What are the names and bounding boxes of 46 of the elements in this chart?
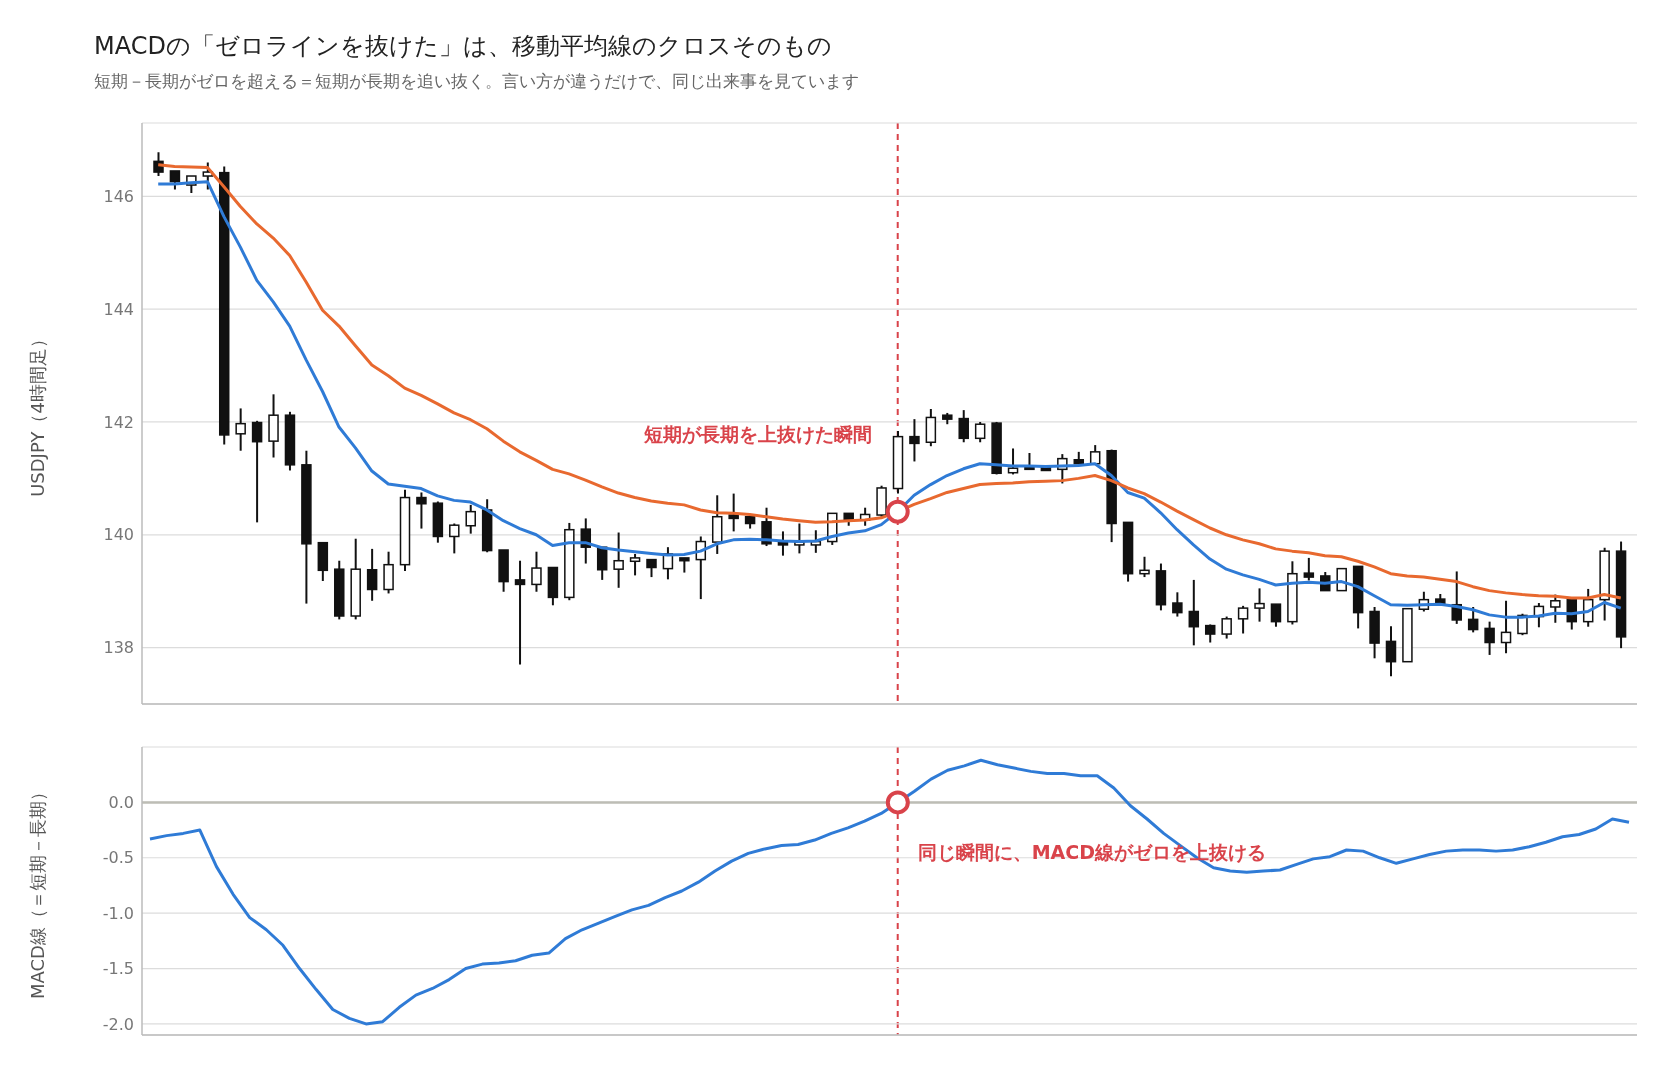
- candlestick: [1139, 555, 1150, 579]
- candlestick: [366, 547, 378, 602]
- chart-subtitle: 短期－長期がゼロを超える＝短期が長期を追い抜く。言い方が違うだけで、同じ出来事を見ています: [94, 70, 859, 93]
- candlestick: [1188, 578, 1200, 647]
- candlestick: [1467, 605, 1479, 634]
- annotation: 短期が長期を上抜けた瞬間: [643, 422, 872, 447]
- y-tick-label: -0.5: [102, 848, 134, 868]
- line-series: [148, 758, 1631, 1026]
- y-tick-label: 0.0: [108, 793, 134, 813]
- candlestick: [1221, 615, 1232, 640]
- candlestick: [235, 407, 246, 452]
- candlestick: [629, 552, 641, 577]
- candlestick: [251, 419, 263, 524]
- y-tick-label: 142: [103, 412, 134, 432]
- candlestick: [909, 418, 920, 463]
- candlestick: [613, 531, 624, 589]
- y-tick-label: -2.0: [102, 1014, 134, 1034]
- annotation: 同じ瞬間に、MACD線がゼロを上抜ける: [917, 840, 1267, 865]
- y-tick-label: -1.0: [102, 903, 134, 923]
- candlestick: [1303, 556, 1315, 582]
- candlestick: [169, 169, 181, 191]
- y-tick-label: 144: [103, 299, 134, 319]
- candlestick: [1254, 587, 1265, 623]
- chart-title: MACDの「ゼロラインを抜けた」は、移動平均線のクロスそのもの: [94, 31, 832, 62]
- candlestick: [514, 559, 526, 666]
- candlestick: [728, 492, 739, 533]
- y-tick-label: -1.5: [102, 959, 134, 979]
- candlestick: [1270, 603, 1282, 628]
- candlestick: [958, 409, 969, 444]
- y-tick-label: 138: [103, 638, 134, 658]
- candlestick: [449, 522, 460, 555]
- candlestick: [1484, 620, 1495, 656]
- candlestick: [1385, 625, 1397, 678]
- candlestick: [1007, 447, 1019, 476]
- candlestick: [1500, 599, 1512, 655]
- candlestick: [531, 550, 542, 593]
- candlestick: [1204, 623, 1216, 644]
- candlestick: [1172, 591, 1183, 618]
- candlestick: [1237, 604, 1249, 635]
- candlestick: [416, 491, 427, 530]
- y-axis-title: MACD線（＝短期－長期）: [27, 783, 49, 999]
- candlestick: [465, 503, 476, 535]
- y-tick-label: 146: [103, 187, 134, 207]
- y-axis-title: USDJPY（4時間足）: [27, 330, 49, 497]
- candlestick: [974, 420, 986, 444]
- y-tick-label: 140: [103, 525, 134, 545]
